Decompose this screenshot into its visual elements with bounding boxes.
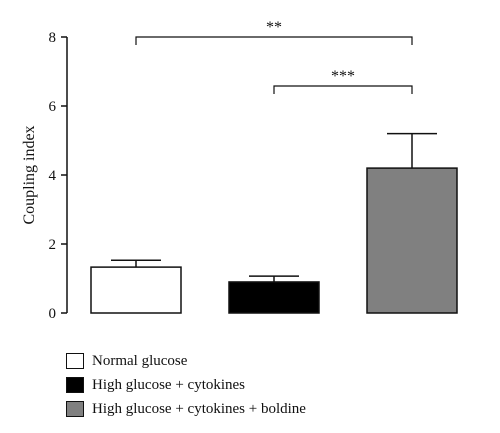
legend-label: High glucose + cytokines [92,376,246,393]
bar-2 [228,281,320,314]
y-tick-label: 2 [49,237,57,253]
y-tick-label: 6 [49,99,57,115]
significance-label: *** [331,68,355,85]
legend-item-high-glucose-cytokines-boldine: High glucose + cytokines + boldine [66,397,486,421]
significance-label: ** [266,19,282,36]
y-tick-label: 0 [49,306,57,322]
bars [90,167,458,314]
bar-1 [90,266,182,314]
significance-brackets: ***** [135,19,413,94]
y-tick-label: 4 [49,168,57,184]
significance-bracket [273,85,413,94]
legend-label: High glucose + cytokines + boldine [92,400,306,417]
legend-item-normal-glucose: Normal glucose [66,349,486,373]
y-tick-label: 8 [49,30,57,46]
error-bars [111,132,437,282]
bar-3 [366,167,458,314]
legend-swatch-black [66,377,84,393]
legend-label: Normal glucose [92,352,188,369]
legend-swatch-gray [66,401,84,417]
y-axis-label: Coupling index [21,125,38,224]
y-ticks: 0 2 4 6 8 [49,30,67,322]
legend: Normal glucose High glucose + cytokines … [66,349,486,421]
legend-item-high-glucose-cytokines: High glucose + cytokines [66,373,486,397]
legend-swatch-white [66,353,84,369]
significance-bracket [135,36,413,45]
